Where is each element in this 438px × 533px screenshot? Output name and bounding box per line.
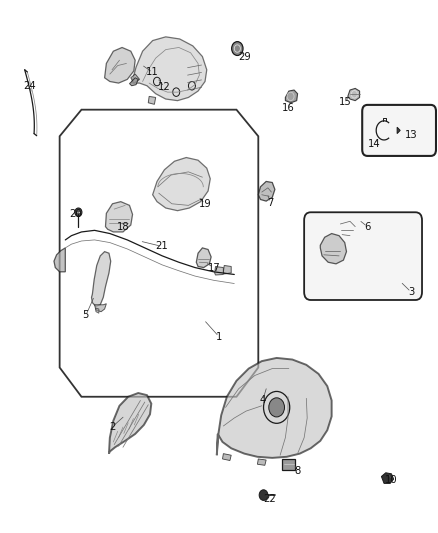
Text: 3: 3	[408, 287, 414, 297]
Text: 24: 24	[23, 81, 35, 91]
Polygon shape	[54, 248, 65, 272]
Text: 11: 11	[146, 68, 159, 77]
Circle shape	[232, 42, 243, 55]
Polygon shape	[223, 454, 231, 461]
Polygon shape	[152, 158, 210, 211]
Polygon shape	[96, 308, 99, 313]
Polygon shape	[215, 266, 223, 275]
Polygon shape	[217, 358, 332, 458]
Circle shape	[75, 208, 82, 216]
Polygon shape	[95, 304, 106, 312]
Text: 21: 21	[155, 241, 168, 251]
Text: 7: 7	[267, 198, 274, 208]
Text: 5: 5	[83, 310, 89, 320]
Polygon shape	[131, 74, 140, 83]
Polygon shape	[337, 214, 358, 237]
Polygon shape	[223, 265, 231, 274]
Text: 10: 10	[385, 475, 398, 485]
Polygon shape	[130, 78, 138, 86]
Polygon shape	[348, 88, 360, 101]
Bar	[283, 459, 295, 470]
Text: 29: 29	[238, 52, 251, 61]
Polygon shape	[105, 47, 135, 83]
Text: 12: 12	[158, 82, 171, 92]
Text: 19: 19	[199, 199, 212, 209]
Polygon shape	[148, 96, 155, 104]
Circle shape	[259, 490, 268, 500]
Text: 2: 2	[109, 422, 115, 432]
Text: 14: 14	[367, 139, 380, 149]
Text: 6: 6	[364, 222, 371, 232]
Text: 20: 20	[70, 209, 82, 220]
Polygon shape	[92, 252, 111, 306]
Text: 22: 22	[263, 494, 276, 504]
Text: 15: 15	[339, 96, 352, 107]
Polygon shape	[258, 459, 266, 465]
Text: 18: 18	[117, 222, 129, 232]
Polygon shape	[397, 127, 400, 134]
Polygon shape	[258, 181, 275, 201]
Text: 8: 8	[294, 466, 301, 476]
Text: 13: 13	[405, 130, 417, 140]
Polygon shape	[132, 37, 207, 101]
FancyBboxPatch shape	[362, 105, 436, 156]
Text: 16: 16	[282, 103, 294, 113]
Polygon shape	[381, 473, 394, 483]
FancyBboxPatch shape	[304, 212, 422, 300]
Polygon shape	[109, 393, 151, 454]
Circle shape	[269, 398, 285, 417]
Polygon shape	[286, 90, 297, 103]
Polygon shape	[196, 248, 211, 268]
Text: 4: 4	[260, 395, 266, 406]
Text: 1: 1	[216, 332, 222, 342]
Polygon shape	[320, 233, 346, 264]
Polygon shape	[106, 201, 133, 232]
Text: 17: 17	[207, 263, 220, 272]
